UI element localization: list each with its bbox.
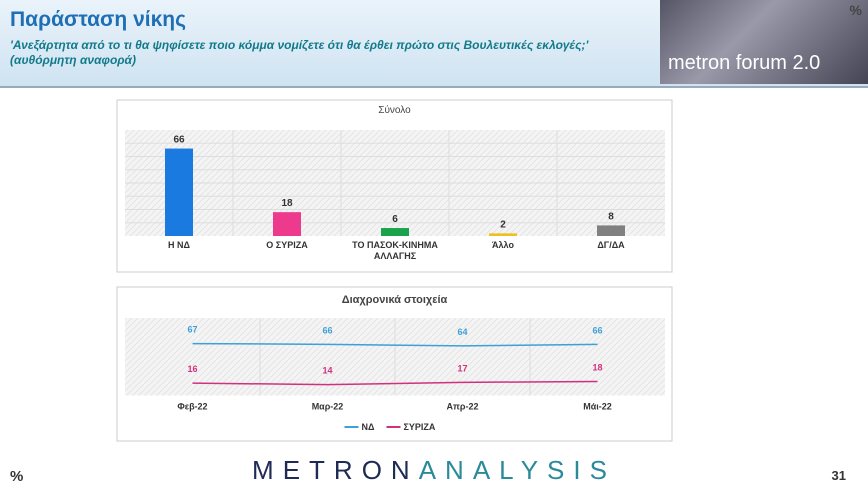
line [192, 380, 598, 386]
footer-mark: % [10, 468, 24, 485]
brand-a: METRON [252, 455, 419, 485]
page-number: 31 [831, 468, 846, 483]
brand: METRONANALYSIS [0, 455, 868, 486]
data-label: 2 [500, 219, 506, 230]
data-label: 14 [322, 366, 332, 376]
legend-label: ΣΥΡΙΖΑ [404, 422, 436, 432]
data-label: 66 [592, 325, 602, 335]
x-tick-label: Η ΝΔ [168, 240, 190, 250]
slide-subtitle: 'Ανεξάρτητα από το τι θα ψηφίσετε ποιο κ… [10, 38, 589, 67]
data-label: 64 [457, 327, 467, 337]
bar [381, 228, 409, 236]
x-label-box: Η ΝΔ [168, 240, 190, 250]
data-label: 6 [392, 214, 398, 225]
x-label-box: Άλλο [492, 240, 514, 250]
data-label: 17 [457, 363, 467, 373]
data-label: 66 [173, 135, 185, 146]
line [192, 342, 598, 347]
bar [597, 225, 625, 236]
x-label-box: ΔΓ/ΔΑ [597, 240, 625, 250]
x-tick-label: Απρ-22 [447, 402, 479, 412]
data-label: 67 [187, 325, 197, 335]
x-label-box: ΤΟ ΠΑΣΟΚ-ΚΙΝΗΜΑ ΑΛΛΑΓΗΣ [352, 240, 438, 261]
brand-b: ANALYSIS [418, 455, 616, 485]
data-label: 16 [187, 364, 197, 374]
slide-title: Παράσταση νίκης [10, 8, 187, 31]
header: Παράσταση νίκης 'Ανεξάρτητα από το τι θα… [0, 0, 868, 88]
legend-label: ΝΔ [362, 422, 375, 432]
x-tick-label: Φεβ-22 [177, 402, 207, 412]
x-tick-label: Μάι-22 [583, 402, 612, 412]
x-tick-label: ΔΓ/ΔΑ [597, 240, 625, 250]
x-label-box: Ο ΣΥΡΙΖΑ [266, 240, 308, 250]
bar [165, 148, 193, 236]
x-tick-label: Άλλο [492, 240, 514, 250]
data-label: 18 [281, 198, 293, 209]
logo-text: metron forum 2.0 [668, 52, 821, 74]
x-tick-label: ΤΟ ΠΑΣΟΚ-ΚΙΝΗΜΑ ΑΛΛΑΓΗΣ [352, 240, 438, 261]
data-label: 18 [592, 363, 602, 373]
x-tick-label: Ο ΣΥΡΙΖΑ [266, 240, 308, 250]
chart-title: Σύνολο [378, 104, 411, 116]
bar [273, 212, 301, 236]
data-label: 66 [322, 325, 332, 335]
logo: metron forum 2.0 % [660, 0, 868, 84]
x-tick-label: Μαρ-22 [312, 402, 344, 412]
logo-mark: % [849, 2, 862, 18]
data-label: 8 [608, 211, 614, 222]
bar [489, 233, 517, 236]
chart-title: Διαχρονικά στοιχεία [342, 294, 448, 306]
